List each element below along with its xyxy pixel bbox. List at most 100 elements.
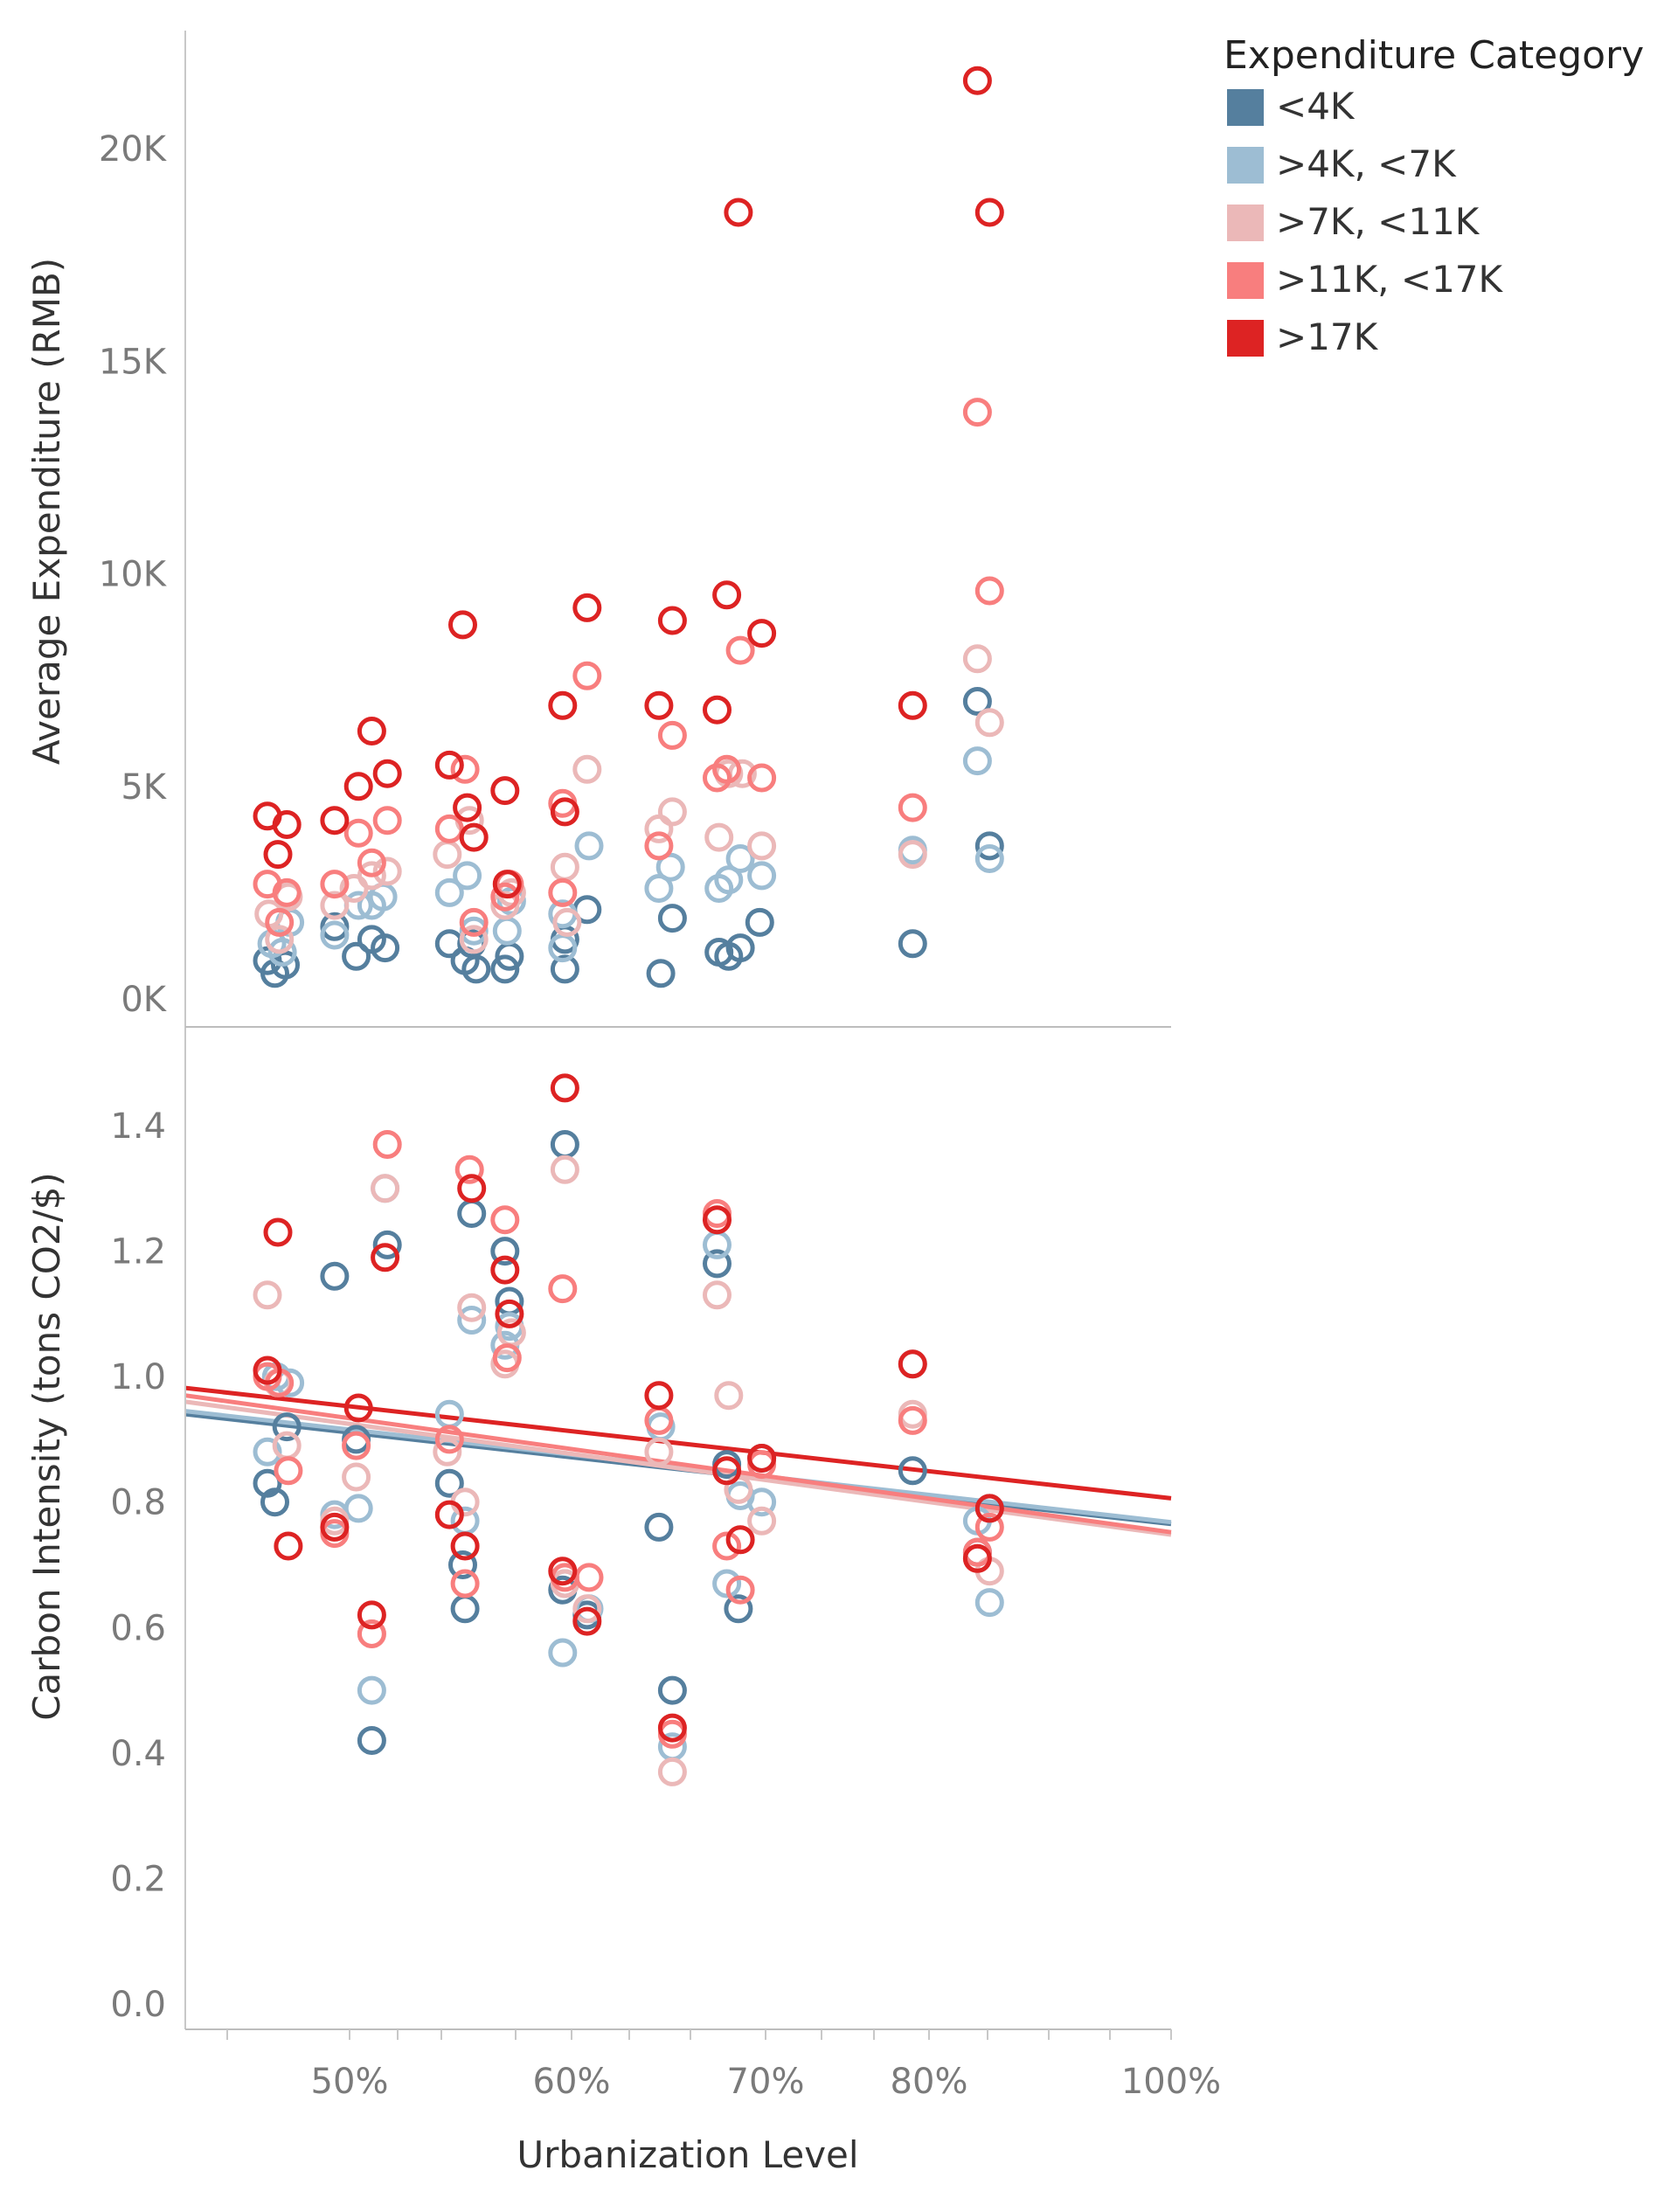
carbon-point	[747, 1487, 777, 1517]
x-tick-label: 60%	[533, 2062, 611, 2102]
carbon-point	[644, 1437, 674, 1467]
expenditure-point	[372, 856, 402, 886]
legend-swatch	[1227, 89, 1264, 126]
carbon-point	[372, 1230, 402, 1259]
carbon-point	[357, 1619, 386, 1648]
carbon-point	[371, 1174, 400, 1203]
carbon-point	[974, 1588, 1004, 1618]
expenditure-point	[265, 907, 295, 937]
x-tick-label: 100%	[1121, 2062, 1221, 2102]
expenditure-point	[644, 874, 674, 903]
expenditure-point	[492, 916, 522, 946]
x-tick-label: 50%	[311, 2062, 389, 2102]
x-axis-title: Urbanization Level	[517, 2133, 858, 2176]
carbon-y-axis-title: Carbon Intensity (tons CO2/$)	[25, 1172, 68, 1721]
carbon-point	[962, 1543, 992, 1573]
expenditure-point	[263, 840, 293, 870]
carbon-point	[550, 1155, 579, 1184]
carbon-point	[548, 1557, 578, 1586]
carbon-point	[434, 1468, 464, 1498]
expenditure-point	[962, 644, 992, 674]
carbon-point	[548, 1638, 578, 1668]
carbon-y-tick-label: 0.0	[110, 1985, 166, 2025]
expenditure-point	[724, 198, 753, 227]
expenditure-point	[703, 695, 732, 725]
carbon-point	[724, 1594, 753, 1624]
legend-entries: <4K >4K, <7K >7K, <11K >11K, <17K >17K	[1227, 85, 1504, 358]
expenditure-point	[434, 877, 464, 907]
carbon-point	[372, 1130, 402, 1159]
expenditure-point	[898, 840, 927, 870]
carbon-point	[574, 1563, 604, 1592]
expenditure-point	[490, 882, 520, 912]
carbon-point	[274, 1531, 303, 1561]
carbon-point	[703, 1249, 732, 1279]
expenditure-point	[898, 690, 927, 720]
carbon-point	[714, 1381, 744, 1411]
legend-swatch	[1227, 205, 1264, 241]
carbon-point	[572, 1606, 602, 1636]
trend-line	[184, 1385, 1172, 1501]
carbon-point	[357, 1600, 386, 1630]
carbon-point	[343, 1393, 373, 1423]
axis-lines	[184, 31, 1172, 2040]
expenditure-point	[272, 810, 302, 839]
carbon-point	[490, 1205, 520, 1235]
legend-swatch	[1227, 147, 1264, 184]
expenditure-point	[962, 746, 992, 776]
expenditure-point	[320, 912, 350, 941]
expenditure-y-axis-title: Average Expenditure (RMB)	[25, 258, 68, 765]
carbon-y-tick-label: 1.4	[110, 1106, 166, 1147]
carbon-point	[450, 1531, 480, 1561]
legend-swatch	[1227, 320, 1264, 357]
carbon-point	[974, 1494, 1004, 1523]
expenditure-point	[459, 925, 489, 954]
expenditure-point	[371, 933, 400, 963]
expenditure-point	[644, 831, 674, 861]
carbon-point	[342, 1431, 371, 1460]
carbon-y-ticks: 0.0 0.2 0.4 0.6 0.8 1.0 1.2 1.4	[110, 1106, 166, 2025]
expenditure-point	[655, 852, 685, 882]
expenditure-point	[725, 635, 755, 665]
trend-line	[184, 1393, 1172, 1535]
carbon-y-tick-label: 0.8	[110, 1483, 166, 1523]
expenditure-point	[725, 844, 755, 873]
expenditure-point	[461, 954, 491, 984]
expenditure-point	[342, 941, 371, 971]
expenditure-point	[343, 772, 373, 801]
expenditure-point	[548, 690, 578, 720]
carbon-point	[657, 1675, 687, 1705]
carbon-point	[253, 1468, 282, 1498]
expenditure-point	[646, 959, 676, 988]
carbon-point	[548, 1274, 578, 1304]
legend: Expenditure Category <4K >4K, <7K >7K, <11…	[1224, 33, 1644, 358]
carbon-point	[253, 1437, 282, 1467]
carbon-point	[898, 1349, 927, 1379]
carbon-point	[457, 1174, 487, 1203]
expenditure-point	[434, 814, 464, 843]
expenditure-point	[548, 877, 578, 907]
expenditure-point	[974, 576, 1004, 606]
carbon-point	[490, 1255, 520, 1285]
expenditure-y-tick-label: 0K	[121, 980, 167, 1020]
expenditure-point	[492, 870, 522, 899]
carbon-point	[274, 1456, 303, 1486]
expenditure-point	[453, 793, 482, 822]
expenditure-point	[974, 831, 1004, 861]
expenditure-point	[320, 891, 350, 920]
expenditure-point	[459, 916, 489, 946]
carbon-point	[747, 1444, 777, 1473]
carbon-point	[898, 1456, 927, 1486]
expenditure-y-ticks: 0K 5K 10K 15K 20K	[99, 129, 168, 1020]
carbon-y-tick-label: 1.2	[110, 1232, 166, 1272]
carbon-point	[434, 1399, 464, 1429]
expenditure-panel: 0K 5K 10K 15K 20K Average Expenditure (RMB)	[25, 66, 1004, 1020]
carbon-point	[434, 1425, 464, 1454]
legend-label: >4K, <7K	[1276, 142, 1457, 185]
expenditure-point	[265, 925, 295, 954]
carbon-point	[450, 1569, 480, 1598]
expenditure-point	[747, 861, 777, 891]
expenditure-point	[572, 593, 602, 622]
expenditure-points	[253, 66, 1004, 988]
x-tick-label: 80%	[891, 2062, 968, 2102]
